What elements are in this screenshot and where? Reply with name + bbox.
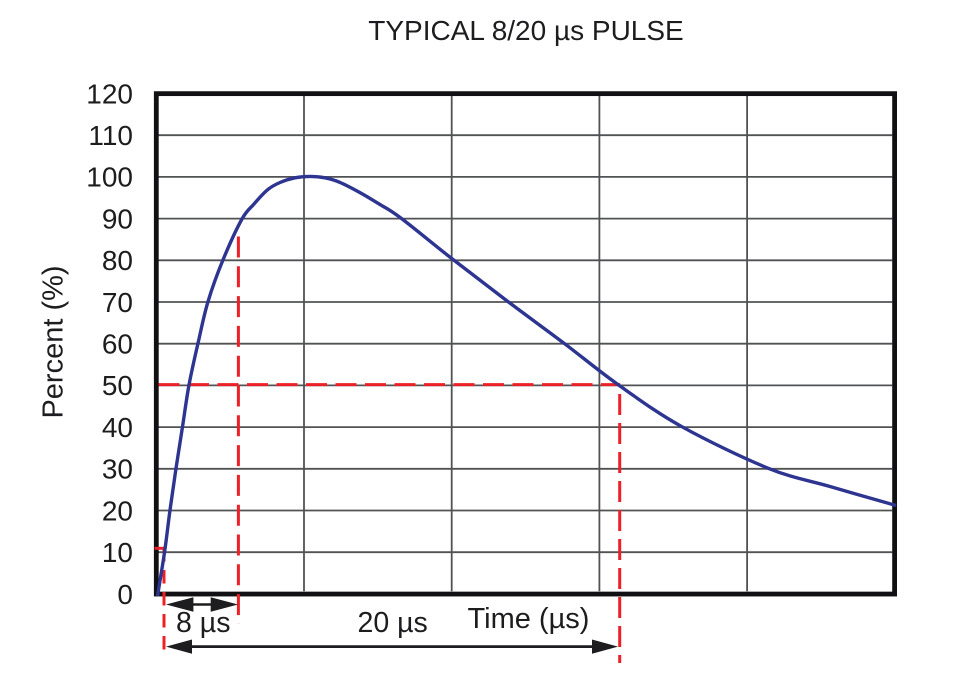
svg-text:0: 0 [117,579,133,610]
svg-text:90: 90 [102,203,133,234]
svg-text:30: 30 [102,454,133,485]
svg-text:10: 10 [102,537,133,568]
svg-text:20: 20 [102,495,133,526]
svg-text:100: 100 [86,162,133,193]
svg-text:110: 110 [88,120,133,151]
svg-text:80: 80 [102,245,133,276]
svg-text:120: 120 [86,78,133,109]
svg-text:Time (µs): Time (µs) [468,603,590,635]
svg-text:8 µs: 8 µs [176,607,230,639]
svg-text:60: 60 [102,329,133,360]
svg-text:TYPICAL 8/20 µs PULSE: TYPICAL 8/20 µs PULSE [368,15,683,46]
svg-text:70: 70 [102,287,133,318]
svg-text:50: 50 [102,370,133,401]
svg-text:20 µs: 20 µs [358,607,428,639]
svg-text:Percent (%): Percent (%) [38,265,70,418]
svg-text:40: 40 [102,412,133,443]
